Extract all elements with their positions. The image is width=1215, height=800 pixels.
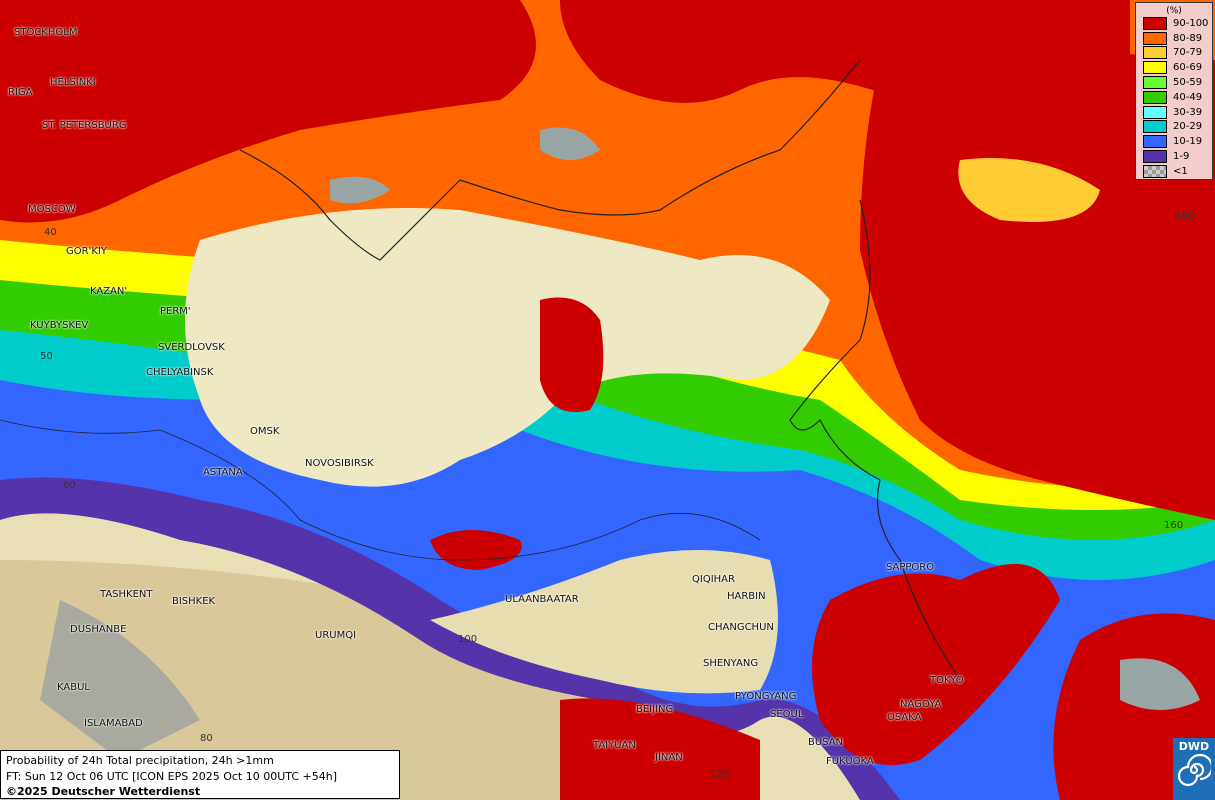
city-label: ISLAMABAD — [84, 718, 143, 729]
city-label: NAGOYA — [900, 699, 942, 710]
legend-item: 70-79 — [1143, 46, 1212, 61]
city-label: CHELYABINSK — [146, 367, 214, 378]
city-label: HELSINKI — [50, 77, 96, 88]
city-label: SAPPORO — [886, 562, 935, 573]
city-label: KUYBYSKEV — [30, 320, 89, 331]
caption-title: Probability of 24h Total precipitation, … — [6, 754, 274, 767]
legend-label: 30-39 — [1173, 106, 1203, 118]
city-label: TOKYO — [930, 675, 964, 686]
city-label: QIQIHAR — [692, 574, 735, 585]
caption-copyright: ©2025 Deutscher Wetterdienst — [6, 785, 201, 798]
grid-label-50: 50 — [40, 351, 53, 362]
city-label: FUKUOKA — [826, 756, 874, 767]
city-label: ASTANA — [203, 467, 243, 478]
city-label: TASHKENT — [100, 589, 153, 600]
city-label: DUSHANBE — [70, 624, 127, 635]
caption-forecast-time: FT: Sun 12 Oct 06 UTC [ICON EPS 2025 Oct… — [6, 769, 338, 783]
legend-label: 20-29 — [1173, 121, 1203, 133]
city-label: URUMQI — [315, 630, 357, 641]
legend-swatch — [1143, 164, 1167, 178]
city-label: BUSAN — [808, 737, 844, 748]
city-label: JINAN — [655, 752, 683, 763]
legend-item: 50-59 — [1143, 75, 1212, 90]
city-label: SEOUL — [770, 709, 804, 720]
legend-label: 70-79 — [1173, 47, 1203, 59]
grid-label-180: 180 — [1175, 211, 1195, 222]
legend-label: 50-59 — [1173, 77, 1203, 89]
map-caption: Probability of 24h Total precipitation, … — [0, 750, 400, 799]
grid-label-160: 160 — [1164, 520, 1184, 531]
legend-item: 90-100 — [1143, 16, 1212, 31]
legend-swatch — [1143, 31, 1167, 45]
dwd-logo: DWD — [1173, 738, 1215, 800]
swirl-icon — [1177, 753, 1214, 787]
legend-label: 1-9 — [1173, 151, 1190, 163]
city-label: SHENYANG — [703, 658, 759, 669]
city-label: PYONGYANG — [735, 691, 797, 702]
legend-swatch — [1143, 46, 1167, 60]
grid-label-60: 60 — [63, 480, 76, 491]
legend-swatch — [1143, 90, 1167, 104]
legend-item: 30-39 — [1143, 105, 1212, 120]
city-label: RIGA — [8, 87, 33, 98]
city-label: MOSCOW — [28, 204, 76, 215]
city-label: TAIYUAN — [593, 740, 636, 751]
city-label: STOCKHOLM — [14, 27, 78, 38]
city-label: HARBIN — [727, 591, 766, 602]
city-label: OMSK — [250, 426, 280, 437]
legend-swatch — [1143, 16, 1167, 30]
legend-label: <1 — [1173, 165, 1188, 177]
legend-swatch — [1143, 105, 1167, 119]
legend-item: <1 — [1143, 164, 1212, 179]
precip-high-north — [0, 0, 536, 223]
legend-swatch — [1143, 135, 1167, 149]
legend-item: 20-29 — [1143, 120, 1212, 135]
legend-label: 80-89 — [1173, 32, 1203, 44]
legend-item: 10-19 — [1143, 134, 1212, 149]
dry-area-siberia — [185, 208, 830, 487]
legend-label: 60-69 — [1173, 62, 1203, 74]
legend-swatch — [1143, 76, 1167, 90]
grid-label-100: 100 — [458, 634, 478, 645]
legend-label: 90-100 — [1173, 17, 1209, 29]
precip-high-pacific — [860, 50, 1215, 520]
legend-item: 1-9 — [1143, 149, 1212, 164]
city-label: ST. PETERSBURG — [42, 120, 127, 131]
legend-item: 40-49 — [1143, 90, 1212, 105]
grid-label-40: 40 — [44, 227, 57, 238]
legend-swatch — [1143, 120, 1167, 134]
legend-swatch — [1143, 61, 1167, 75]
city-label: CHANGCHUN — [708, 622, 774, 633]
city-label: GOR'KIY — [66, 246, 107, 257]
legend-item: 80-89 — [1143, 31, 1212, 46]
city-label: ULAANBAATAR — [505, 594, 579, 605]
city-label: KAZAN' — [90, 286, 128, 297]
city-label: KABUL — [57, 682, 90, 693]
legend: (%) 90-100 80-89 70-79 60-69 50-59 40-49 30-39… — [1135, 2, 1213, 180]
legend-swatch — [1143, 150, 1167, 164]
city-label: PERM' — [160, 306, 191, 317]
legend-label: 10-19 — [1173, 136, 1203, 148]
grid-label-120: 120 — [710, 769, 730, 780]
city-label: SVERDLOVSK — [158, 342, 225, 353]
legend-label: 40-49 — [1173, 91, 1203, 103]
city-label: BISHKEK — [172, 596, 216, 607]
city-label: BEIJING — [636, 704, 674, 715]
city-label: NOVOSIBIRSK — [305, 458, 374, 469]
dwd-logo-text: DWD — [1178, 740, 1210, 753]
city-label: OSAKA — [887, 712, 922, 723]
grid-label-80: 80 — [200, 733, 213, 744]
legend-unit: (%) — [1166, 6, 1182, 16]
legend-item: 60-69 — [1143, 60, 1212, 75]
